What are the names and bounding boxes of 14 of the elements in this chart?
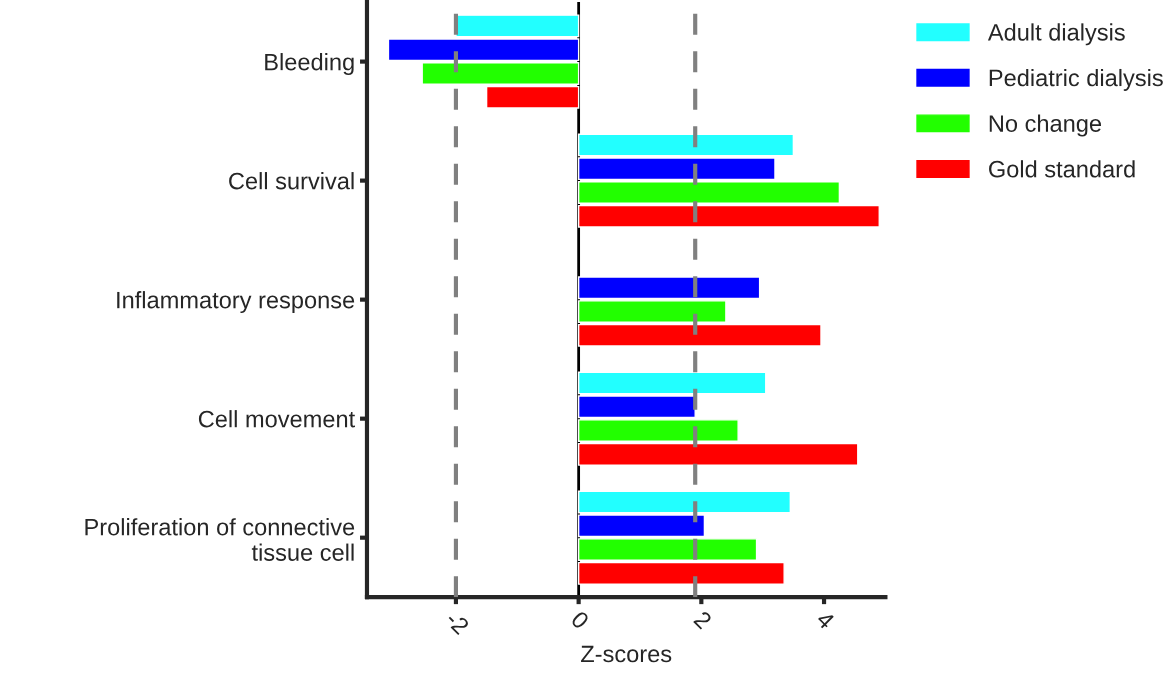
x-tick-label: 4 <box>815 610 836 630</box>
y-tick-label: Cell movement <box>198 410 355 428</box>
x-axis-title: Z-scores <box>581 645 672 663</box>
y-tick-label: Cell survival <box>229 172 354 190</box>
x-tick-label: 2 <box>693 610 713 630</box>
y-tick-label: Proliferation of connective tissue cell <box>85 518 355 561</box>
legend-label: Pediatric dialysis <box>989 68 1163 91</box>
legend-label: Gold standard <box>989 160 1135 178</box>
x-tick-label: -2 <box>444 610 470 636</box>
x-tick-label: 0 <box>570 610 590 630</box>
y-tick-label: Bleeding <box>265 53 354 76</box>
y-tick-label: Inflammatory response <box>117 291 355 314</box>
legend-label: No change <box>989 114 1102 137</box>
legend-label: Adult dialysis <box>987 23 1125 46</box>
